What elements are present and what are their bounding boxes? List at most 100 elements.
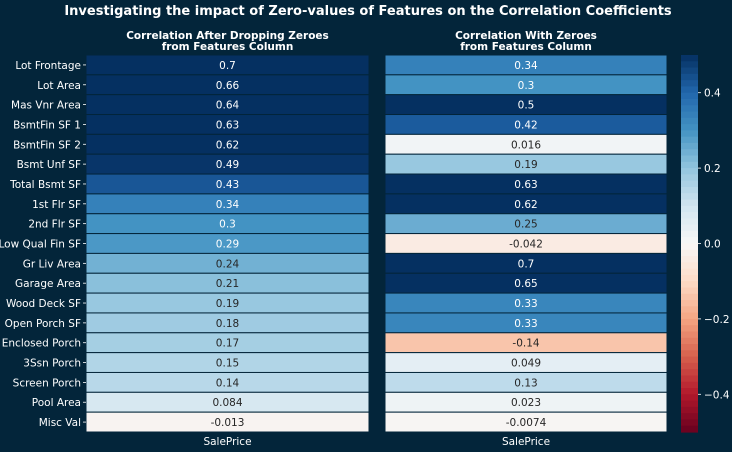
cell-value-label: 0.18: [216, 318, 239, 330]
cell-value-label: 0.63: [216, 119, 239, 131]
y-tick-label: Gr Liv Area: [23, 258, 81, 270]
cell-value-label: 0.5: [518, 100, 535, 112]
y-tick-label: Total Bsmt SF: [9, 179, 81, 191]
colorbar-segment: [681, 350, 698, 358]
y-tick-label: Misc Val: [39, 417, 81, 429]
cell-value-label: -0.042: [509, 239, 543, 251]
colorbar-segment: [681, 105, 698, 113]
colorbar-segment: [681, 136, 698, 144]
cell-value-label: 0.7: [518, 258, 535, 270]
y-tick-label: Lot Area: [37, 80, 81, 92]
colorbar-tick-label: 0.0: [704, 239, 721, 251]
cell-value-label: 0.62: [216, 139, 239, 151]
cell-value-label: 0.24: [216, 258, 240, 270]
cell-value-label: 0.17: [216, 338, 239, 350]
colorbar-segment: [681, 268, 698, 276]
y-tick-label: 2nd Flr SF: [28, 219, 81, 231]
colorbar-segment: [681, 224, 698, 232]
colorbar-segment: [681, 312, 698, 320]
colorbar-segment: [681, 186, 698, 194]
colorbar-segment: [681, 199, 698, 207]
colorbar-tick-label: 0.4: [704, 88, 721, 100]
panel-title-line: Correlation After Dropping Zeroes: [126, 30, 329, 42]
cell-value-label: 0.42: [514, 119, 537, 131]
colorbar-segment: [681, 274, 698, 282]
colorbar-segment: [681, 130, 698, 138]
colorbar-segment: [681, 55, 698, 62]
colorbar-segment: [681, 205, 698, 213]
colorbar-segment: [681, 425, 698, 433]
y-tick-label: Wood Deck SF: [6, 298, 81, 310]
colorbar-segment: [681, 375, 698, 383]
colorbar-segment: [681, 92, 698, 100]
colorbar-segment: [681, 243, 698, 251]
colorbar-segment: [681, 262, 698, 270]
y-tick-label: 1st Flr SF: [32, 199, 81, 211]
cell-value-label: 0.19: [514, 159, 537, 171]
x-tick-label: SalePrice: [502, 436, 550, 448]
colorbar: 0.4 0.2 0.0 −0.2 −0.4: [681, 55, 730, 433]
cell-value-label: 0.19: [216, 298, 239, 310]
colorbar-segment: [681, 388, 698, 395]
colorbar-segment: [681, 300, 698, 307]
cell-value-label: 0.34: [514, 60, 538, 72]
colorbar-segment: [681, 174, 698, 182]
y-tick-label: 3Ssn Porch: [23, 358, 81, 370]
colorbar-segment: [681, 168, 698, 175]
y-tick-label: Low Qual Fin SF: [0, 239, 81, 251]
colorbar-segment: [681, 149, 698, 157]
colorbar-tick-label: −0.4: [704, 389, 730, 401]
cell-value-label: 0.13: [514, 377, 537, 389]
y-tick-label: Pool Area: [32, 397, 81, 409]
colorbar-segment: [681, 111, 698, 119]
cell-value-label: 0.14: [216, 377, 240, 389]
cell-value-label: -0.013: [211, 417, 245, 429]
colorbar-segment: [681, 218, 698, 226]
colorbar-segment: [681, 369, 698, 377]
colorbar-segment: [681, 413, 698, 421]
cell-value-label: 0.29: [216, 239, 239, 251]
panel-title-line: from Features Column: [460, 41, 592, 53]
colorbar-segment: [681, 325, 698, 333]
colorbar-segment: [681, 67, 698, 75]
cell-value-label: 0.3: [219, 219, 236, 231]
colorbar-segment: [681, 306, 698, 314]
cell-value-label: 0.7: [219, 60, 236, 72]
colorbar-segment: [681, 180, 698, 188]
cell-value-label: -0.0074: [506, 417, 547, 429]
colorbar-segment: [681, 80, 698, 88]
colorbar-segment: [681, 394, 698, 402]
colorbar-segment: [681, 381, 698, 389]
cell-value-label: 0.049: [511, 358, 541, 370]
cell-value-label: -0.14: [512, 338, 539, 350]
colorbar-segment: [681, 73, 698, 81]
colorbar-segment: [681, 155, 698, 163]
y-tick-label: BsmtFin SF 2: [13, 139, 81, 151]
y-tick-label: BsmtFin SF 1: [13, 119, 81, 131]
cell-value-label: 0.15: [216, 358, 239, 370]
colorbar-segment: [681, 356, 698, 364]
colorbar-segment: [681, 212, 698, 219]
colorbar-segment: [681, 230, 698, 238]
panel-title-line: from Features Column: [162, 41, 294, 53]
colorbar-segment: [681, 331, 698, 339]
cell-value-label: 0.33: [514, 318, 537, 330]
colorbar-tick-label: 0.2: [704, 163, 721, 175]
cell-value-label: 0.084: [212, 397, 242, 409]
panel-title-line: Correlation With Zeroes: [455, 30, 597, 42]
y-tick-label: Bsmt Unf SF: [17, 159, 81, 171]
heatmap-cell: [384, 411, 668, 433]
cell-value-label: 0.63: [514, 179, 537, 191]
colorbar-segment: [681, 256, 698, 263]
cell-value-label: 0.66: [216, 80, 240, 92]
colorbar-segment: [681, 61, 698, 69]
figure-title: Investigating the impact of Zero-values …: [64, 4, 672, 19]
cell-value-label: 0.023: [511, 397, 541, 409]
y-tick-label: Mas Vnr Area: [11, 100, 81, 112]
y-tick-label: Screen Porch: [13, 377, 81, 389]
colorbar-segment: [681, 362, 698, 370]
colorbar-segment: [681, 142, 698, 150]
